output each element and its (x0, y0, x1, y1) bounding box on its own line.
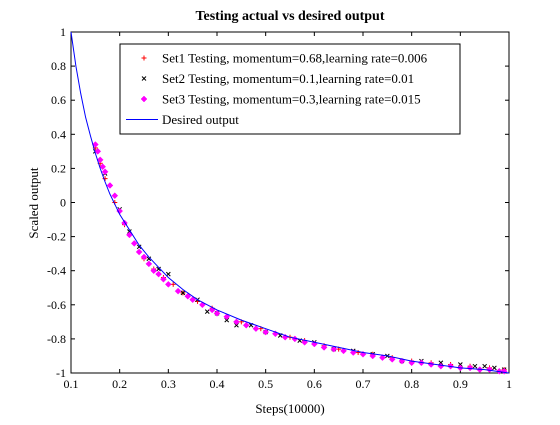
chart-title: Testing actual vs desired output (195, 9, 384, 24)
series3-point (262, 328, 270, 336)
series3-point (99, 163, 106, 171)
legend-marker (141, 55, 147, 61)
x-tick-label: 0.7 (356, 377, 371, 391)
desired-output-line (70, 31, 510, 374)
series2-point (156, 266, 161, 272)
series3-point (189, 296, 197, 304)
y-tick-label: -0.8 (47, 332, 66, 346)
series3-point (466, 364, 474, 372)
x-tick-label: 0.2 (112, 377, 127, 391)
legend-label: Desired output (162, 112, 239, 127)
y-tick-label: -0.4 (47, 264, 66, 278)
y-tick-label: 0.6 (51, 93, 66, 107)
legend-label: Set3 Testing, momentum=0.3,learning rate… (162, 92, 421, 107)
series3-point (340, 347, 347, 355)
x-tick-label: 0.3 (161, 377, 176, 391)
series3-point (130, 240, 138, 247)
y-tick-label: 0.2 (51, 161, 66, 175)
series3-point (94, 147, 102, 155)
series3-point (160, 275, 167, 283)
x-tick-label: 0.1 (64, 377, 79, 391)
series3-point (111, 192, 119, 200)
series3-point (145, 260, 153, 268)
series3-point (140, 253, 148, 261)
series2-point (492, 365, 497, 371)
series3-point (155, 270, 162, 278)
legend-marker (141, 76, 147, 81)
series3-point (126, 231, 133, 239)
series2-point (457, 362, 463, 367)
series2-point (234, 322, 239, 328)
series2-point (224, 317, 230, 323)
series3-point (135, 248, 143, 256)
y-axis-title: Scaled output (26, 167, 41, 239)
series2-point (472, 363, 478, 369)
y-tick-label: 0 (60, 196, 66, 210)
series2-point (204, 309, 210, 314)
y-tick-label: -1 (56, 366, 66, 380)
series3-point (242, 321, 250, 329)
x-tick-label: 0.9 (453, 377, 468, 391)
series3-point (223, 313, 231, 321)
series3-point (96, 156, 104, 164)
series3-point (252, 325, 260, 333)
x-tick-label: 1 (506, 377, 512, 391)
series3-point (101, 168, 109, 176)
x-tick-label: 0.5 (258, 377, 273, 391)
y-tick-label: -0.2 (47, 230, 66, 244)
x-axis-title: Steps(10000) (255, 401, 324, 416)
series2-point (438, 360, 444, 366)
y-tick-label: 0.4 (51, 127, 66, 141)
series2-point (180, 290, 186, 296)
series3-point (388, 356, 396, 363)
series3-point (486, 366, 493, 373)
series3-point (379, 354, 386, 362)
series2-point (136, 244, 142, 250)
legend-label: Set2 Testing, momentum=0.1,learning rate… (162, 71, 414, 86)
series3-point (174, 287, 182, 295)
x-tick-label: 0.4 (210, 377, 225, 391)
y-tick-label: 0.8 (51, 59, 66, 73)
series2-point (146, 256, 152, 262)
series3-point (184, 292, 192, 300)
legend: Set1 Testing, momentum=0.68,learning rat… (119, 43, 461, 135)
series3-point (233, 318, 240, 326)
y-tick-label: 1 (60, 25, 66, 39)
series3-point (213, 309, 221, 317)
series3-point (150, 267, 158, 275)
series2-point (482, 363, 488, 369)
legend-box (119, 43, 461, 135)
series3-point (330, 345, 338, 353)
legend-marker (140, 95, 148, 103)
series3-point (320, 344, 328, 351)
series3-point (106, 182, 114, 189)
y-tick-label: -0.6 (47, 298, 66, 312)
x-tick-label: 0.6 (307, 377, 322, 391)
x-tick-label: 0.8 (404, 377, 419, 391)
legend-label: Set1 Testing, momentum=0.68,learning rat… (162, 51, 428, 66)
series3-point (164, 280, 172, 288)
